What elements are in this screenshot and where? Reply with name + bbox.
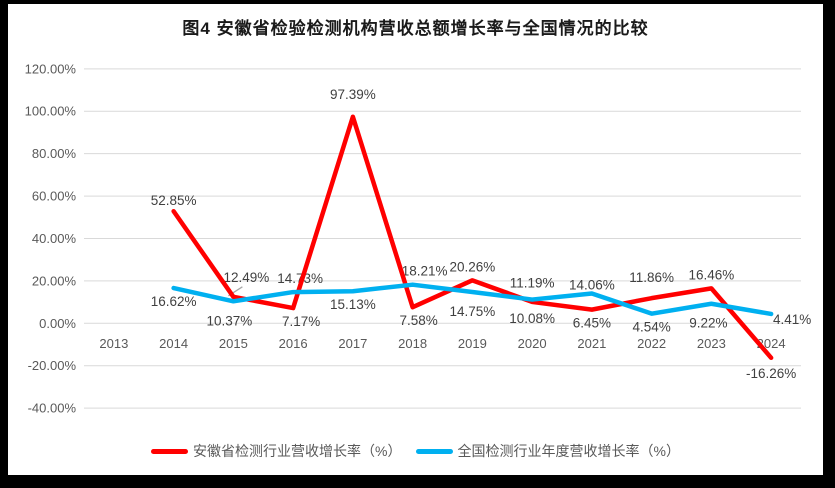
x-axis-label: 2018 (398, 336, 427, 351)
y-axis-label: 0.00% (39, 316, 76, 331)
data-label-national-2021: 14.06% (569, 277, 615, 292)
data-label-anhui-2019: 20.26% (449, 259, 495, 274)
y-axis-label: 100.00% (25, 104, 77, 119)
y-axis-label: 120.00% (25, 61, 77, 76)
y-axis-label: 60.00% (32, 189, 77, 204)
chart-title: 图4 安徽省检验检测机构营收总额增长率与全国情况的比较 (182, 19, 649, 38)
data-label-anhui-2022: 11.86% (629, 270, 674, 285)
data-label-anhui-2023: 16.46% (688, 267, 734, 282)
data-label-anhui-2021: 6.45% (573, 316, 611, 331)
data-label-anhui-2024: -16.26% (746, 366, 796, 381)
legend-item-anhui: 安徽省检测行业营收增长率（%） (151, 441, 402, 461)
y-axis-label: 20.00% (32, 273, 77, 288)
data-label-national-2014: 16.62% (151, 294, 197, 309)
y-axis-label: 40.00% (32, 231, 77, 246)
anhui-series-line (171, 114, 774, 361)
national-series-line (171, 282, 774, 317)
anhui-series-line-icon (151, 448, 189, 454)
x-axis-label: 2019 (458, 336, 487, 351)
x-axis-label: 2020 (518, 336, 547, 351)
x-axis-label: 2021 (577, 336, 606, 351)
legend-label-anhui: 安徽省检测行业营收增长率（%） (193, 443, 402, 459)
data-label-anhui-2017: 97.39% (330, 87, 376, 102)
data-label-anhui-2014: 52.85% (151, 193, 197, 208)
x-axis-label: 2013 (99, 336, 128, 351)
legend-item-national: 全国检测行业年度营收增长率（%） (415, 441, 680, 461)
data-label-national-2020: 11.19% (510, 276, 555, 291)
legend-label-national: 全国检测行业年度营收增长率（%） (457, 443, 680, 459)
data-label-national-2024: 4.41% (773, 312, 811, 327)
national-series-line-icon (415, 448, 453, 454)
x-axis-label: 2023 (697, 336, 726, 351)
x-axis-label: 2016 (279, 336, 308, 351)
x-axis-label: 2014 (159, 336, 188, 351)
x-axis-label: 2022 (637, 336, 666, 351)
data-label-anhui-2015: 12.49% (223, 270, 269, 285)
data-label-national-2022: 4.54% (632, 320, 670, 335)
data-label-national-2019: 14.75% (449, 304, 495, 319)
y-axis-label: -40.00% (28, 401, 77, 416)
x-axis-label: 2015 (219, 336, 248, 351)
data-label-national-2018: 18.21% (402, 264, 448, 279)
data-label-anhui-2016: 7.17% (282, 314, 320, 329)
chart-legend: 安徽省检测行业营收增长率（%） 全国检测行业年度营收增长率（%） (8, 441, 823, 461)
x-axis-label: 2017 (338, 336, 367, 351)
data-label-national-2015: 10.37% (206, 313, 252, 328)
y-axis-label: 80.00% (32, 146, 77, 161)
data-label-anhui-2020: 10.08% (509, 311, 555, 326)
data-label-national-2023: 9.22% (689, 316, 727, 331)
y-axis-label: -20.00% (28, 358, 77, 373)
data-label-national-2017: 15.13% (330, 297, 376, 312)
data-label-anhui-2018: 7.58% (399, 313, 437, 328)
